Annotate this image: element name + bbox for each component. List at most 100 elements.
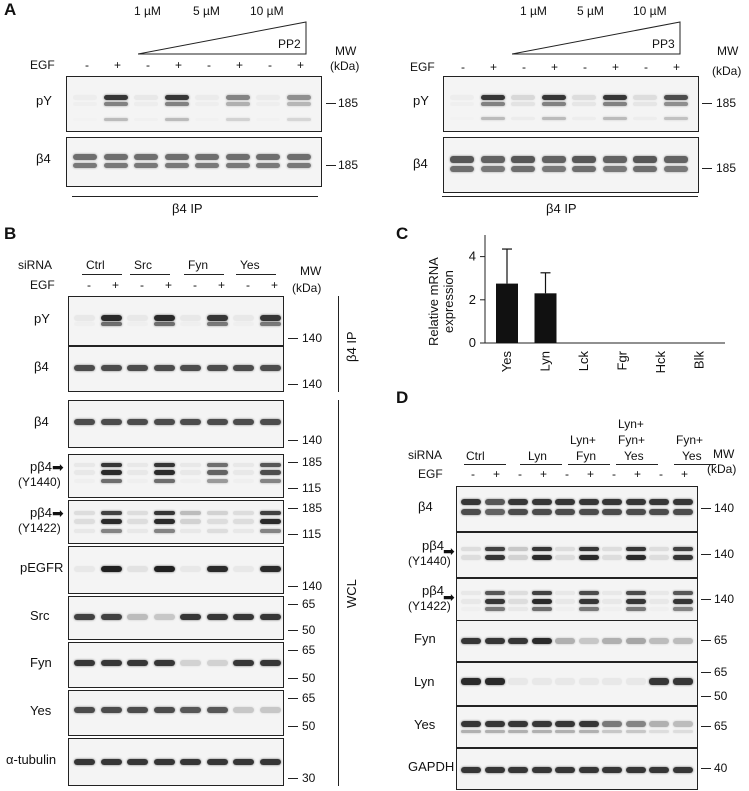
protein-band	[153, 463, 175, 467]
x-tick-label: Blk	[692, 351, 707, 370]
protein-band	[180, 463, 201, 467]
protein-band	[649, 638, 669, 644]
protein-band	[602, 730, 622, 733]
mw-tick	[701, 599, 711, 600]
protein-band	[206, 660, 228, 666]
egf-sign: +	[111, 278, 119, 292]
protein-band	[555, 678, 575, 685]
blot-label-b4: β4	[36, 151, 51, 166]
protein-band	[672, 555, 693, 560]
protein-band	[633, 102, 657, 106]
protein-band	[153, 614, 175, 620]
protein-band	[450, 166, 474, 172]
arrow-right-icon: ➡	[443, 543, 455, 559]
protein-band	[127, 759, 148, 765]
blot-b-row	[68, 690, 284, 736]
protein-band	[100, 322, 122, 326]
protein-band	[602, 117, 627, 120]
protein-band	[233, 707, 254, 713]
protein-band	[602, 607, 622, 611]
protein-band	[134, 102, 158, 106]
mw-marker: 65	[302, 691, 316, 705]
protein-band	[100, 529, 122, 533]
protein-band	[180, 529, 201, 533]
mw-marker: 50	[302, 623, 316, 637]
blot-row-label: β4	[34, 359, 49, 374]
protein-band	[461, 767, 481, 773]
protein-band	[663, 117, 688, 120]
protein-band	[74, 365, 95, 371]
mw-tick	[701, 554, 711, 555]
egf-sign: +	[492, 467, 500, 481]
blot-row-label: β4	[34, 414, 49, 429]
group-underline	[568, 464, 610, 465]
ip-label: β4 IP	[546, 201, 577, 216]
protein-band	[602, 95, 627, 100]
mw-marker: 140	[302, 433, 323, 447]
mw-tick	[701, 768, 711, 769]
protein-band	[259, 566, 281, 572]
protein-band	[259, 614, 281, 620]
mw-tick	[288, 778, 298, 779]
mw-tick	[288, 586, 298, 587]
protein-band	[74, 614, 95, 620]
protein-band	[578, 767, 599, 773]
protein-band	[180, 315, 201, 321]
egf-sign: +	[164, 278, 172, 292]
egf-sign: -	[207, 58, 211, 72]
mw-unit: (kDa)	[712, 64, 742, 78]
y-tick-label: 0	[469, 335, 476, 350]
protein-band	[531, 591, 552, 595]
mw-marker: 185	[338, 158, 359, 172]
protein-band	[649, 599, 669, 604]
protein-band	[233, 470, 254, 475]
protein-band	[134, 154, 158, 160]
ip-section-label: β4 IP	[344, 331, 359, 362]
egf-sign: -	[644, 60, 648, 74]
conc-label: 10 µM	[250, 4, 284, 18]
protein-band	[180, 322, 201, 326]
protein-band	[578, 730, 599, 733]
protein-band	[672, 638, 693, 644]
blot-b-row	[68, 596, 284, 640]
group-underline	[130, 274, 170, 275]
blot-d-row	[456, 578, 698, 622]
blot-b-row	[68, 346, 284, 392]
blot-d-row	[456, 486, 698, 532]
protein-band	[672, 547, 693, 551]
egf-sign: +	[611, 60, 619, 74]
protein-band	[602, 499, 622, 505]
protein-band	[153, 322, 175, 326]
sirna-group-label: Yes	[624, 449, 644, 463]
sirna-group-label: Src	[134, 258, 152, 272]
conc-label: 1 µM	[520, 4, 547, 18]
protein-band	[180, 511, 201, 515]
protein-band	[74, 463, 95, 467]
egf-sign: +	[586, 467, 594, 481]
protein-band	[73, 118, 97, 121]
protein-band	[672, 599, 693, 604]
protein-band	[195, 154, 219, 160]
protein-band	[233, 614, 254, 620]
protein-band	[134, 95, 158, 100]
mw-marker: 50	[714, 689, 728, 703]
protein-band	[233, 463, 254, 467]
protein-band	[74, 529, 95, 533]
protein-band	[180, 660, 201, 666]
protein-band	[74, 470, 95, 475]
protein-band	[484, 547, 505, 551]
protein-band	[153, 315, 175, 321]
protein-band	[602, 102, 627, 106]
mw-marker: 140	[714, 547, 735, 561]
mw-tick	[288, 338, 298, 339]
egf-sign: +	[489, 60, 497, 74]
protein-band	[286, 154, 311, 160]
protein-band	[153, 470, 175, 475]
protein-band	[180, 470, 201, 475]
protein-band	[572, 117, 596, 120]
protein-band	[100, 707, 122, 713]
arrow-right-icon: ➡	[443, 589, 455, 605]
y-tick-label: 2	[469, 292, 476, 307]
protein-band	[672, 591, 693, 595]
protein-band	[602, 166, 627, 172]
